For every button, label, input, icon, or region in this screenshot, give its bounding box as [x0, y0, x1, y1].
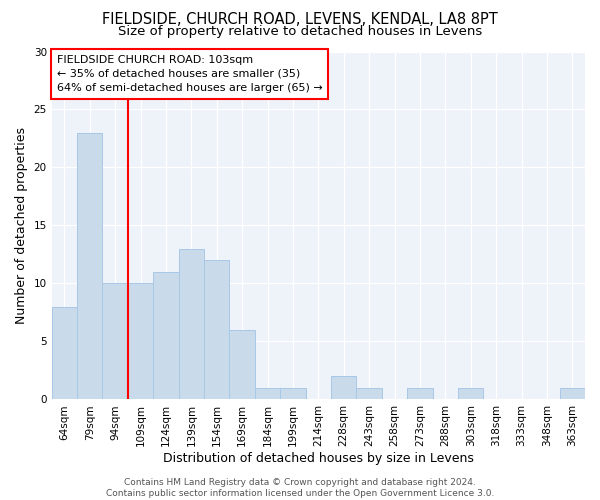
Bar [77, 132, 103, 400]
Bar [560, 388, 585, 400]
Text: Size of property relative to detached houses in Levens: Size of property relative to detached ho… [118, 25, 482, 38]
Y-axis label: Number of detached properties: Number of detached properties [15, 127, 28, 324]
Bar [153, 272, 179, 400]
Text: Contains HM Land Registry data © Crown copyright and database right 2024.
Contai: Contains HM Land Registry data © Crown c… [106, 478, 494, 498]
Text: FIELDSIDE CHURCH ROAD: 103sqm
← 35% of detached houses are smaller (35)
64% of s: FIELDSIDE CHURCH ROAD: 103sqm ← 35% of d… [57, 55, 323, 93]
X-axis label: Distribution of detached houses by size in Levens: Distribution of detached houses by size … [163, 452, 474, 465]
Bar [331, 376, 356, 400]
Bar [103, 284, 128, 400]
Bar [179, 248, 204, 400]
Bar [204, 260, 229, 400]
Bar [255, 388, 280, 400]
Bar [407, 388, 433, 400]
Bar [356, 388, 382, 400]
Bar [280, 388, 305, 400]
Bar [458, 388, 484, 400]
Bar [229, 330, 255, 400]
Bar [128, 284, 153, 400]
Bar [52, 306, 77, 400]
Text: FIELDSIDE, CHURCH ROAD, LEVENS, KENDAL, LA8 8PT: FIELDSIDE, CHURCH ROAD, LEVENS, KENDAL, … [102, 12, 498, 28]
